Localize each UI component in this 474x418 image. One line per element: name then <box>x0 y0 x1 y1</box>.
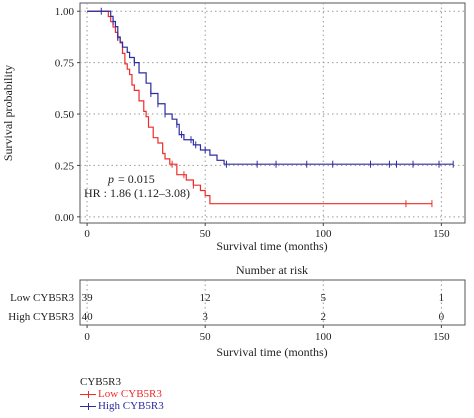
risk-row-label-high-cyb5r3: High CYB5R3 <box>8 311 74 323</box>
legend-label-low: Low CYB5R3 <box>98 388 162 400</box>
km-y-axis: 0.00 0.25 0.50 0.75 1.00 <box>55 6 80 224</box>
risk-count-high-cyb5r3: 40 <box>82 311 94 323</box>
km-x-tick-label: 50 <box>200 228 212 240</box>
risk-table-rows: Low CYB5R3 39 12 5 1 High CYB5R3 40 3 2 0 <box>8 292 444 323</box>
legend-swatch-low <box>80 389 96 399</box>
p-value-annotation: p = 0.015 <box>107 172 155 186</box>
p-value-text: = 0.015 <box>118 172 155 186</box>
legend-title: CYB5R3 <box>80 376 121 388</box>
km-y-tick-label: 1.00 <box>55 6 75 18</box>
risk-table-x-axis: 0 50 100 150 <box>84 325 450 343</box>
risk-x-tick-label: 50 <box>200 331 212 343</box>
km-x-tick-label: 150 <box>433 228 450 240</box>
x-axis-label: Survival time (months) <box>216 239 327 253</box>
risk-count-low-cyb5r3: 1 <box>439 292 445 304</box>
risk-count-low-cyb5r3: 12 <box>200 292 211 304</box>
risk-x-tick-label: 0 <box>84 331 90 343</box>
legend-swatch-high <box>80 401 96 411</box>
km-series-group <box>87 7 454 208</box>
km-y-tick-label: 0.25 <box>55 160 75 172</box>
risk-table-gridlines <box>86 280 442 325</box>
legend-item-high: High CYB5R3 <box>80 400 164 412</box>
legend: CYB5R3 Low CYB5R3 High CYB5R3 <box>80 376 164 412</box>
km-plot-frame <box>79 2 466 224</box>
km-x-axis: 0 50 100 150 <box>84 223 450 240</box>
risk-table-title: Number at risk <box>236 263 308 277</box>
risk-count-low-cyb5r3: 5 <box>321 292 327 304</box>
legend-label-high: High CYB5R3 <box>98 400 164 412</box>
risk-count-high-cyb5r3: 0 <box>439 311 445 323</box>
km-curve-low-cyb5r3 <box>87 10 432 205</box>
km-x-tick-label: 100 <box>315 228 332 240</box>
y-axis-label: Survival probability <box>1 65 15 161</box>
risk-row-label-low-cyb5r3: Low CYB5R3 <box>10 292 74 304</box>
risk-table-panel: Number at risk 0 50 100 150 Low CYB5R3 39 12 5… <box>8 263 466 359</box>
p-value-symbol: p <box>107 172 114 186</box>
risk-table-frame <box>79 279 466 326</box>
legend-item-low: Low CYB5R3 <box>80 388 164 400</box>
risk-x-tick-label: 100 <box>315 331 332 343</box>
hazard-ratio-annotation: HR : 1.86 (1.12–3.08) <box>84 186 190 200</box>
km-y-tick-label: 0.50 <box>55 109 75 121</box>
km-curve-high-cyb5r3 <box>87 10 454 165</box>
km-gridlines <box>80 3 465 223</box>
risk-count-high-cyb5r3: 2 <box>321 311 327 323</box>
km-plot-panel: 0.00 0.25 0.50 0.75 1.00 0 50 100 150 Survival … <box>1 2 466 253</box>
legend-swatch-high-tick <box>88 403 89 410</box>
risk-x-tick-label: 150 <box>433 331 450 343</box>
risk-table-x-axis-label: Survival time (months) <box>216 345 327 359</box>
km-y-tick-label: 0.00 <box>55 212 75 224</box>
km-y-tick-label: 0.75 <box>55 58 75 70</box>
risk-count-low-cyb5r3: 39 <box>82 292 94 304</box>
legend-swatch-low-tick <box>88 391 89 398</box>
risk-count-high-cyb5r3: 3 <box>202 311 208 323</box>
km-x-tick-label: 0 <box>84 228 90 240</box>
